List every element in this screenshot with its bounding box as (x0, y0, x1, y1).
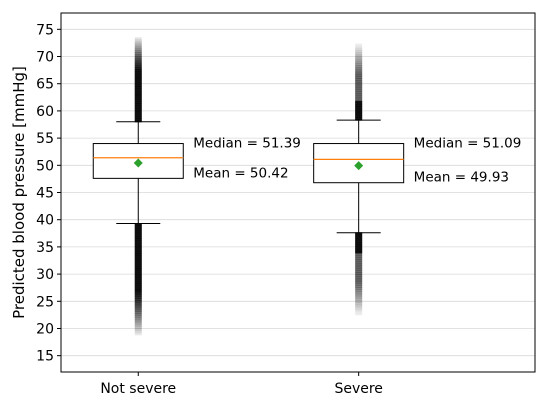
outliers (134, 36, 363, 336)
y-tick-label: 65 (36, 77, 54, 93)
mean-marker (354, 161, 364, 171)
mean-annotation: Mean = 50.42 (193, 165, 288, 181)
y-tick-label: 45 (36, 186, 54, 202)
y-tick-label: 75 (36, 22, 54, 38)
x-axis-ticks: Not severe Severe (100, 372, 383, 397)
median-annotation: Median = 51.09 (414, 136, 522, 152)
x-tick-label: Not severe (100, 381, 176, 397)
box-0 (92, 121, 184, 225)
median-annotation: Median = 51.39 (193, 136, 301, 152)
y-tick-label: 25 (36, 294, 54, 310)
y-tick-label: 60 (36, 104, 54, 120)
mean-marker (133, 158, 143, 168)
box-1 (313, 119, 405, 234)
y-tick-label: 40 (36, 213, 54, 229)
y-tick-label: 70 (36, 50, 54, 66)
y-axis-ticks: 15 20 25 30 35 40 45 50 55 60 65 70 75 (36, 22, 61, 365)
y-axis-title: Predicted blood pressure [mmHg] (10, 66, 28, 319)
y-tick-label: 30 (36, 267, 54, 283)
annotations: Median = 51.39 Mean = 50.42 Median = 51.09… (193, 136, 521, 186)
mean-annotation: Mean = 49.93 (414, 170, 509, 186)
y-tick-label: 55 (36, 131, 54, 147)
y-tick-label: 20 (36, 321, 54, 337)
y-tick-label: 15 (36, 349, 54, 365)
y-tick-label: 50 (36, 158, 54, 174)
boxes (92, 119, 405, 234)
x-tick-label: Severe (334, 381, 382, 397)
y-tick-label: 35 (36, 240, 54, 256)
